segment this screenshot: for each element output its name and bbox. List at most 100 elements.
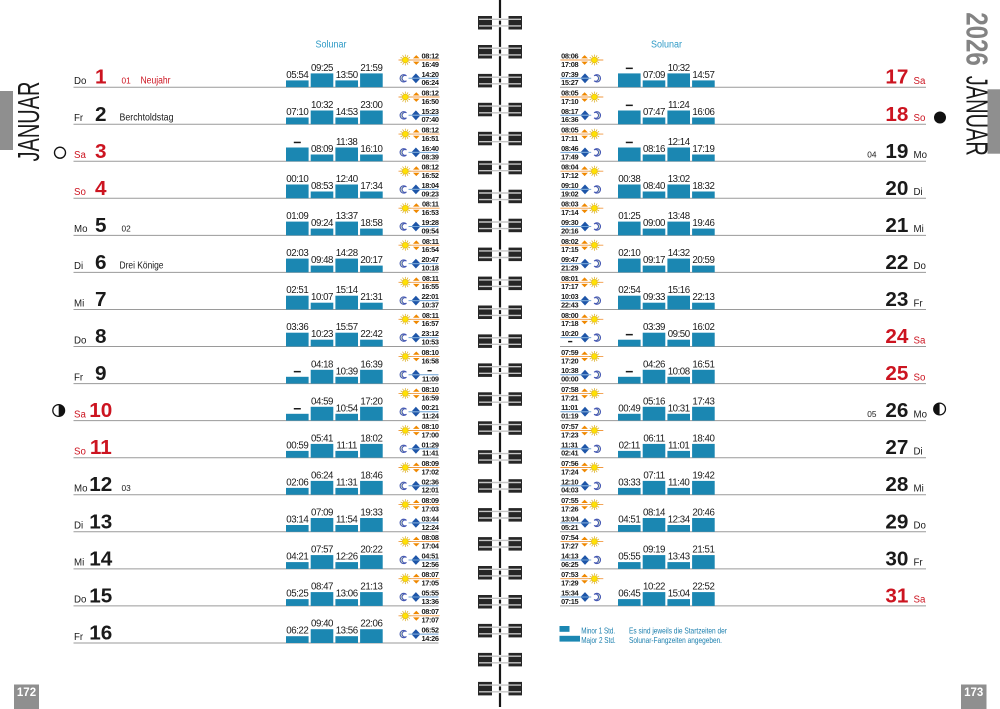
svg-text:Mi: Mi (74, 558, 84, 569)
svg-text:07:58: 07:58 (561, 385, 578, 394)
svg-text:10:23: 10:23 (311, 329, 333, 340)
svg-text:02:11: 02:11 (619, 440, 640, 451)
svg-text:Fr: Fr (914, 558, 924, 569)
svg-text:11:38: 11:38 (336, 137, 357, 148)
svg-text:172: 172 (17, 687, 36, 699)
svg-text:12:56: 12:56 (422, 560, 439, 569)
svg-text:07:09: 07:09 (311, 508, 333, 519)
svg-text:00:59: 00:59 (286, 440, 308, 451)
svg-text:11:41: 11:41 (422, 449, 439, 458)
svg-text:07:59: 07:59 (561, 348, 578, 357)
svg-text:08:40: 08:40 (643, 181, 666, 192)
svg-text:16:54: 16:54 (422, 245, 440, 254)
svg-text:13: 13 (89, 510, 112, 533)
svg-text:16:57: 16:57 (422, 319, 439, 328)
svg-text:19:46: 19:46 (692, 218, 714, 229)
svg-text:02:54: 02:54 (618, 285, 641, 296)
svg-text:07:56: 07:56 (561, 459, 578, 468)
svg-text:24: 24 (885, 325, 909, 348)
svg-text:07:39: 07:39 (561, 70, 578, 79)
svg-text:17:20: 17:20 (561, 356, 578, 365)
svg-text:03:39: 03:39 (643, 322, 665, 333)
svg-text:12: 12 (89, 473, 112, 496)
svg-text:16:52: 16:52 (422, 171, 439, 180)
svg-text:07:15: 07:15 (561, 597, 578, 606)
svg-text:04:03: 04:03 (561, 486, 578, 495)
svg-text:30: 30 (885, 547, 908, 570)
svg-text:JANUAR: JANUAR (12, 82, 46, 162)
svg-text:10:32: 10:32 (668, 63, 690, 74)
svg-text:09:33: 09:33 (643, 292, 665, 303)
svg-text:05: 05 (867, 409, 877, 419)
svg-text:20:17: 20:17 (360, 255, 382, 266)
svg-text:17:00: 17:00 (422, 430, 439, 439)
svg-text:05:25: 05:25 (286, 589, 308, 600)
svg-text:Mi: Mi (914, 484, 924, 495)
svg-text:20: 20 (885, 177, 908, 200)
svg-text:02:51: 02:51 (286, 285, 308, 296)
svg-text:08:12: 08:12 (422, 126, 439, 135)
svg-text:10: 10 (89, 399, 112, 422)
svg-text:23: 23 (885, 288, 908, 311)
svg-text:13:50: 13:50 (336, 70, 359, 81)
svg-text:08:14: 08:14 (643, 508, 666, 519)
svg-text:00:00: 00:00 (561, 375, 578, 384)
svg-text:00:49: 00:49 (618, 403, 640, 414)
svg-text:17:23: 17:23 (561, 430, 578, 439)
svg-text:08:11: 08:11 (422, 237, 439, 246)
svg-text:5: 5 (95, 214, 107, 237)
svg-text:04:51: 04:51 (422, 552, 439, 561)
svg-text:08:09: 08:09 (311, 144, 333, 155)
svg-text:21:13: 21:13 (360, 582, 382, 593)
svg-text:09:17: 09:17 (643, 255, 665, 266)
svg-text:10:18: 10:18 (422, 263, 439, 272)
svg-text:23:12: 23:12 (422, 329, 439, 338)
svg-text:02:36: 02:36 (422, 477, 439, 486)
svg-text:09:25: 09:25 (311, 63, 333, 74)
svg-text:10:08: 10:08 (668, 366, 690, 377)
svg-text:08:07: 08:07 (422, 607, 439, 616)
svg-text:12:26: 12:26 (336, 552, 358, 563)
svg-text:07:09: 07:09 (643, 70, 665, 81)
svg-text:21:51: 21:51 (692, 545, 714, 556)
svg-text:07:10: 07:10 (286, 107, 309, 118)
svg-text:08:11: 08:11 (422, 274, 439, 283)
svg-text:Do: Do (914, 261, 926, 272)
svg-text:07:57: 07:57 (311, 545, 333, 556)
svg-text:04:51: 04:51 (618, 515, 640, 526)
svg-text:05:55: 05:55 (422, 589, 439, 598)
svg-text:08:17: 08:17 (561, 107, 578, 116)
svg-text:11: 11 (90, 436, 112, 459)
svg-text:20:16: 20:16 (561, 226, 578, 235)
svg-text:17:43: 17:43 (692, 396, 714, 407)
svg-text:21:31: 21:31 (360, 292, 382, 303)
svg-text:Fr: Fr (74, 372, 84, 383)
svg-text:13:02: 13:02 (668, 174, 690, 185)
svg-text:19: 19 (885, 140, 908, 163)
svg-text:10:20: 10:20 (561, 329, 578, 338)
svg-text:02: 02 (122, 224, 132, 234)
svg-text:12:10: 12:10 (561, 477, 578, 486)
svg-text:Mo: Mo (914, 150, 927, 161)
svg-text:20:22: 20:22 (360, 545, 382, 556)
svg-text:17:17: 17:17 (561, 282, 578, 291)
svg-text:21:29: 21:29 (561, 263, 578, 272)
svg-text:08:53: 08:53 (311, 181, 333, 192)
svg-text:15:14: 15:14 (336, 285, 359, 296)
svg-text:17:19: 17:19 (692, 144, 714, 155)
svg-text:14:57: 14:57 (692, 70, 714, 81)
svg-text:09:00: 09:00 (643, 218, 666, 229)
svg-text:10:53: 10:53 (422, 338, 439, 347)
svg-text:04:18: 04:18 (311, 359, 333, 370)
svg-text:07:57: 07:57 (561, 422, 578, 431)
svg-text:18:32: 18:32 (692, 181, 714, 192)
svg-text:29: 29 (885, 510, 908, 533)
svg-text:09:24: 09:24 (311, 218, 334, 229)
svg-text:22:42: 22:42 (360, 329, 382, 340)
svg-text:08:39: 08:39 (422, 152, 439, 161)
svg-text:Drei Könige: Drei Könige (120, 261, 164, 272)
svg-text:So: So (914, 372, 926, 383)
svg-text:09:40: 09:40 (311, 619, 334, 630)
svg-text:18:04: 18:04 (422, 181, 440, 190)
svg-text:16:59: 16:59 (422, 393, 439, 402)
